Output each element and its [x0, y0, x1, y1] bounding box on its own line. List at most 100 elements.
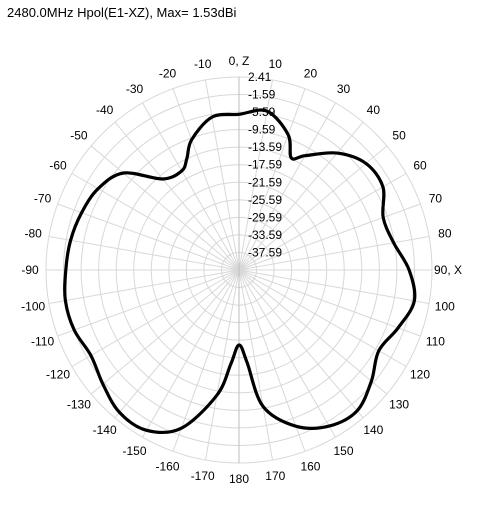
pattern-point	[365, 162, 367, 165]
grid-spoke	[142, 269, 240, 438]
angle-label: 140	[363, 423, 383, 437]
pattern-point	[262, 405, 264, 408]
grid-spoke	[142, 102, 240, 271]
radial-tick-label: -17.59	[248, 158, 282, 172]
angle-label: -170	[191, 469, 215, 483]
axis-labels: 2.41 -1.59 -5.59 -9.59 -13.59 -17.59 -21.59 -25…	[21, 54, 462, 486]
pattern-point	[211, 116, 213, 118]
angle-label: 0, Z	[229, 54, 250, 68]
pattern-point	[408, 269, 410, 271]
grid-spoke	[238, 88, 306, 271]
pattern-point	[64, 299, 67, 302]
pattern-point	[266, 110, 268, 112]
radial-tick-label: -1.59	[248, 88, 276, 102]
grid-spoke	[57, 269, 240, 337]
grid-spoke	[238, 203, 421, 271]
grid-spoke	[114, 269, 240, 419]
pattern-point	[190, 138, 193, 141]
angle-label: 80	[438, 227, 452, 241]
angle-label: 40	[367, 103, 381, 117]
pattern-point	[102, 383, 104, 385]
pattern-point	[180, 170, 183, 172]
angle-label: -150	[122, 444, 146, 458]
grid-spoke	[48, 235, 240, 271]
angle-label: -140	[93, 423, 117, 437]
angle-label: 180	[229, 472, 249, 486]
grid-spoke	[48, 269, 240, 305]
grid-spoke	[238, 145, 388, 271]
angle-label: -30	[126, 82, 144, 96]
grid-spoke	[238, 269, 274, 461]
grid-spoke	[238, 121, 364, 271]
grid-spoke	[114, 121, 240, 271]
angle-label: 150	[333, 444, 353, 458]
angle-label: -90	[21, 263, 39, 277]
pattern-point	[73, 329, 75, 331]
pattern-point	[290, 157, 293, 159]
angle-label: 10	[269, 57, 283, 71]
angle-label: 170	[265, 469, 285, 483]
angle-label: -10	[194, 57, 212, 71]
pattern-point	[382, 216, 385, 219]
pattern-point	[80, 211, 83, 214]
radial-tick-label: -33.59	[248, 228, 282, 242]
pattern-point	[382, 186, 384, 188]
pattern-point	[397, 327, 399, 329]
pattern-point	[69, 239, 72, 242]
radial-tick-label: -5.59	[248, 105, 276, 119]
angle-label: -20	[159, 67, 177, 81]
pattern-point	[295, 425, 297, 427]
pattern-point	[238, 113, 240, 116]
angle-label: 70	[429, 192, 443, 206]
angle-label: 110	[426, 334, 445, 348]
angle-label: -50	[70, 129, 88, 143]
grid-spoke	[204, 269, 240, 461]
angle-label: -130	[67, 397, 91, 411]
pattern-point	[64, 269, 67, 271]
angle-label: 130	[389, 397, 409, 411]
angle-label: -40	[96, 103, 114, 117]
grid-spoke	[90, 145, 240, 271]
radial-tick-label: -29.59	[248, 210, 282, 224]
grid-spoke	[238, 102, 336, 271]
angle-label: -110	[31, 334, 54, 348]
pattern-point	[238, 344, 240, 346]
angle-label: 50	[392, 129, 406, 143]
chart-title: 2480.0MHz Hpol(E1-XZ), Max= 1.53dBi	[7, 5, 237, 20]
pattern-point	[180, 427, 183, 430]
grid-spoke	[71, 173, 240, 271]
pattern-point	[246, 361, 248, 364]
grid-spoke	[71, 269, 240, 367]
pattern-point	[97, 187, 99, 190]
grid-spoke	[90, 269, 240, 395]
angle-label: -60	[49, 159, 67, 173]
grid-spoke	[238, 269, 421, 337]
angle-label: 120	[410, 368, 430, 382]
pattern-point	[377, 349, 380, 352]
angle-label: -70	[34, 192, 52, 206]
pattern-point	[145, 429, 148, 432]
radial-tick-label: -9.59	[248, 123, 276, 137]
radial-tick-label: 2.41	[248, 70, 272, 84]
pattern-point	[336, 152, 338, 154]
radial-tick-label: -37.59	[248, 245, 282, 259]
pattern-point	[161, 178, 164, 180]
radial-tick-label: -13.59	[248, 140, 282, 154]
pattern-series	[63, 108, 417, 435]
pattern-point	[118, 411, 121, 414]
pattern-point	[229, 363, 232, 366]
angle-label: 20	[304, 67, 318, 81]
pattern-point	[356, 409, 358, 412]
radial-tick-label: -25.59	[248, 193, 282, 207]
grid-spoke	[172, 88, 240, 271]
angle-label: -120	[46, 368, 70, 382]
pattern-point	[186, 157, 188, 160]
polar-grid	[45, 76, 433, 464]
pattern-point	[328, 425, 330, 427]
radial-tick-label: -21.59	[248, 175, 282, 189]
grid-spoke	[172, 269, 240, 452]
pattern-point	[413, 300, 416, 302]
angle-label: 60	[413, 159, 427, 173]
angle-label: 30	[337, 82, 351, 96]
